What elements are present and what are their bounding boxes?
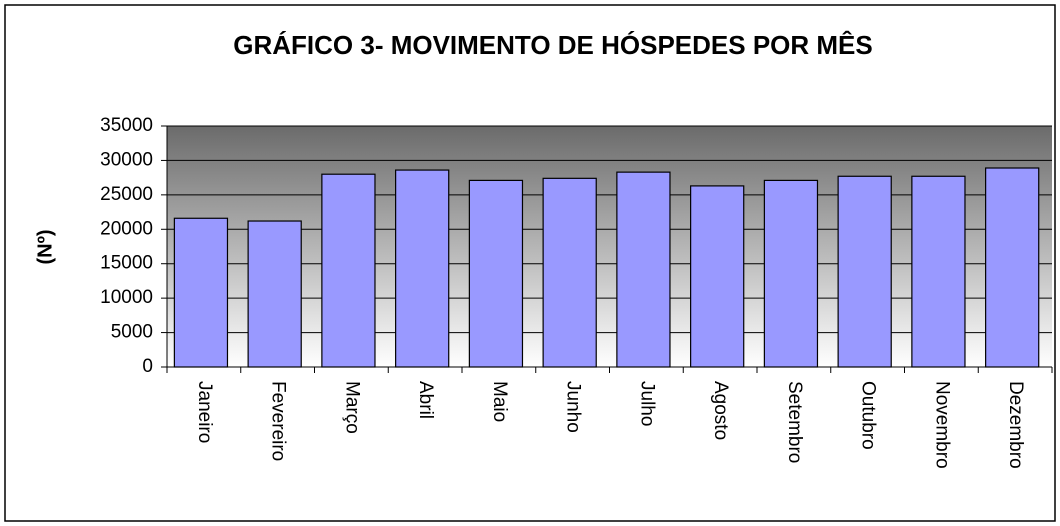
y-tick-label: 15000 <box>100 253 153 274</box>
y-axis-label: (Nº) <box>34 229 56 264</box>
x-tick-label: Junho <box>563 381 584 433</box>
bar <box>468 179 524 368</box>
chart-title: GRÁFICO 3- MOVIMENTO DE HÓSPEDES POR MÊS <box>233 30 873 60</box>
bar <box>616 171 671 368</box>
x-tick-label: Outubro <box>858 381 879 450</box>
bar <box>911 175 966 368</box>
x-tick-label: Fevereiro <box>268 381 289 461</box>
bar <box>395 169 450 368</box>
y-tick-label: 35000 <box>100 115 153 136</box>
y-tick-label: 0 <box>142 356 153 377</box>
bar <box>173 217 229 368</box>
x-tick-label: Dezembro <box>1005 381 1026 469</box>
x-tick-label: Novembro <box>931 381 952 469</box>
x-tick-label: Março <box>341 381 362 434</box>
y-tick-label: 30000 <box>100 149 153 170</box>
y-tick-label: 25000 <box>100 184 153 205</box>
bar <box>247 220 302 368</box>
y-tick-label: 10000 <box>100 287 153 308</box>
x-tick-label: Abril <box>415 381 436 419</box>
x-tick-label: Maio <box>489 381 510 422</box>
x-tick-label: Setembro <box>784 381 805 463</box>
x-tick-label: Julho <box>636 381 657 426</box>
x-tick-label: Agosto <box>710 381 731 440</box>
x-tick-label: Janeiro <box>194 381 215 443</box>
plot-area <box>167 126 1052 367</box>
y-tick-label: 20000 <box>100 218 153 239</box>
bar <box>763 179 819 368</box>
bar <box>321 173 376 368</box>
bar <box>985 167 1040 368</box>
bar <box>690 185 745 368</box>
bar <box>542 177 597 368</box>
y-tick-label: 5000 <box>111 322 153 343</box>
bar <box>837 175 892 368</box>
